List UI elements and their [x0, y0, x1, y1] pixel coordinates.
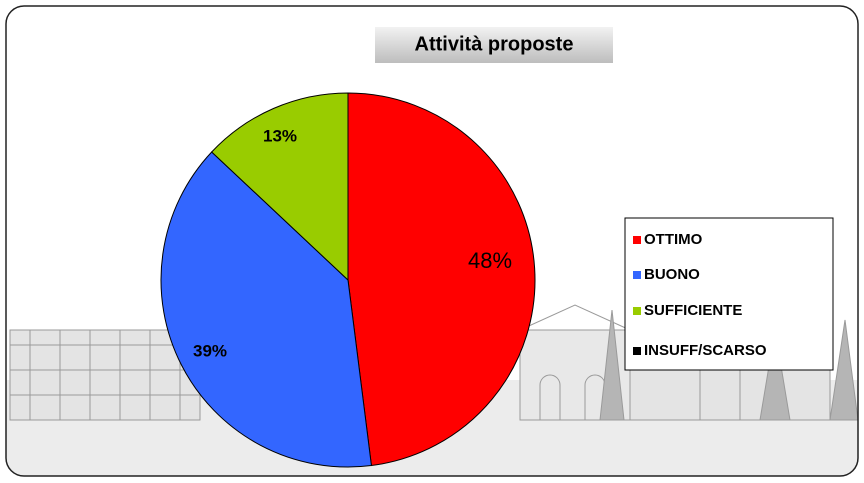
chart-title: Attività proposte	[415, 33, 574, 55]
legend-label: SUFFICIENTE	[644, 302, 742, 319]
data-label: 48%	[468, 248, 512, 273]
frame	[5, 5, 859, 477]
legend-swatch	[633, 307, 641, 315]
legend-swatch	[633, 271, 641, 279]
pie: 48% 39% 13%	[160, 92, 536, 468]
legend-swatch	[633, 236, 641, 244]
pie-slice	[210, 92, 349, 282]
legend-box	[624, 217, 834, 371]
legend-label: BUONO	[644, 266, 700, 283]
legend-swatch	[633, 347, 641, 355]
data-label: 39%	[193, 341, 227, 360]
title-box	[375, 27, 613, 63]
legend-label: INSUFF/SCARSO	[644, 342, 767, 359]
data-label: 13%	[263, 126, 297, 145]
legend: OTTIMO BUONO SUFFICIENTE INSUFF/SCARSO	[633, 231, 767, 359]
pie-slice	[347, 92, 536, 467]
legend-label: OTTIMO	[644, 231, 703, 248]
pie-slice	[160, 151, 372, 468]
